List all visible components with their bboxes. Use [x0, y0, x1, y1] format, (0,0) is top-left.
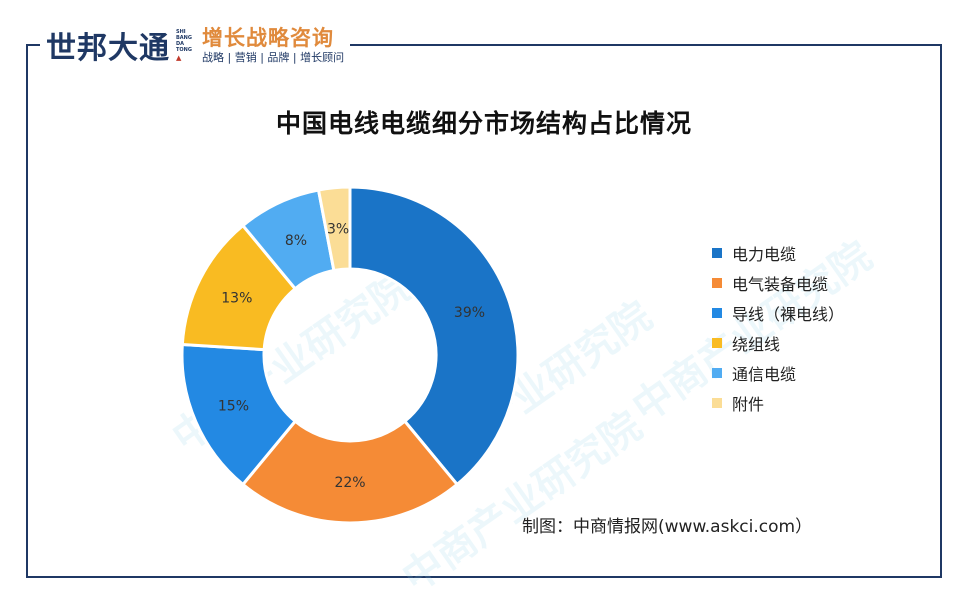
tagline-sub: 战略 | 营销 | 品牌 | 增长顾问 — [202, 51, 345, 64]
legend: 电力电缆电气装备电缆 导线（裸电线） 绕组线通信电缆附件 — [712, 238, 844, 418]
slice-label-5: 8% — [285, 233, 307, 249]
legend-label-5: 通信电缆 — [732, 365, 797, 384]
legend-label-1: 电力电缆 — [732, 245, 797, 264]
brand-logo: 世邦大通 — [46, 31, 170, 66]
chart-title: 中国电线电缆细分市场结构占比情况 — [275, 109, 692, 138]
tagline-block: 增长战略咨询 战略 | 营销 | 品牌 | 增长顾问 — [202, 25, 344, 65]
legend-item-5: 通信电缆 — [712, 358, 844, 388]
chart-frame — [26, 44, 942, 578]
donut-slice-2 — [240, 419, 460, 525]
legend-swatch-1 — [712, 248, 722, 258]
brand-en-stack: SHI BANG DA TONG ▲ — [176, 29, 194, 62]
legend-item-4: 绕组线 — [712, 328, 844, 358]
donut-slice-1 — [348, 185, 520, 487]
slice-label-3: 15% — [218, 398, 249, 414]
slice-label-2: 22% — [334, 475, 365, 491]
brand-header: 世邦大通 SHI BANG DA TONG ▲ 增长战略咨询 战略 | 营销 |… — [40, 22, 351, 68]
brand-en-4: TONG — [176, 47, 192, 53]
tagline: 增长战略咨询 — [202, 26, 334, 50]
source-note: 制图：中商情报网(www.askci.com） — [522, 517, 813, 537]
donut-chart: 39% 22% 15% 13% 8% 3% — [180, 185, 520, 525]
slice-label-1: 39% — [454, 305, 485, 321]
legend-swatch-6 — [712, 398, 722, 408]
legend-swatch-4 — [712, 338, 722, 348]
arrow-icon: ▲ — [176, 54, 182, 62]
brand-en-1: SHI — [176, 29, 186, 35]
legend-item-1: 电力电缆 — [712, 238, 844, 268]
legend-label-6: 附件 — [732, 395, 765, 414]
legend-swatch-3 — [712, 308, 722, 318]
legend-item-2: 电气装备电缆 — [712, 268, 844, 298]
slice-label-6: 3% — [327, 222, 349, 238]
legend-item-3: 导线（裸电线） — [712, 298, 844, 328]
slice-label-4: 13% — [221, 290, 252, 306]
legend-item-6: 附件 — [712, 388, 844, 418]
legend-label-2: 电气装备电缆 — [732, 275, 829, 294]
legend-swatch-2 — [712, 278, 722, 288]
legend-label-3: 导线（裸电线） — [732, 305, 845, 324]
donut-slice-6 — [316, 185, 352, 273]
brand-en-2: BANG — [176, 35, 192, 41]
legend-swatch-5 — [712, 368, 722, 378]
legend-label-4: 绕组线 — [732, 335, 781, 354]
brand-en-3: DA — [176, 41, 185, 47]
